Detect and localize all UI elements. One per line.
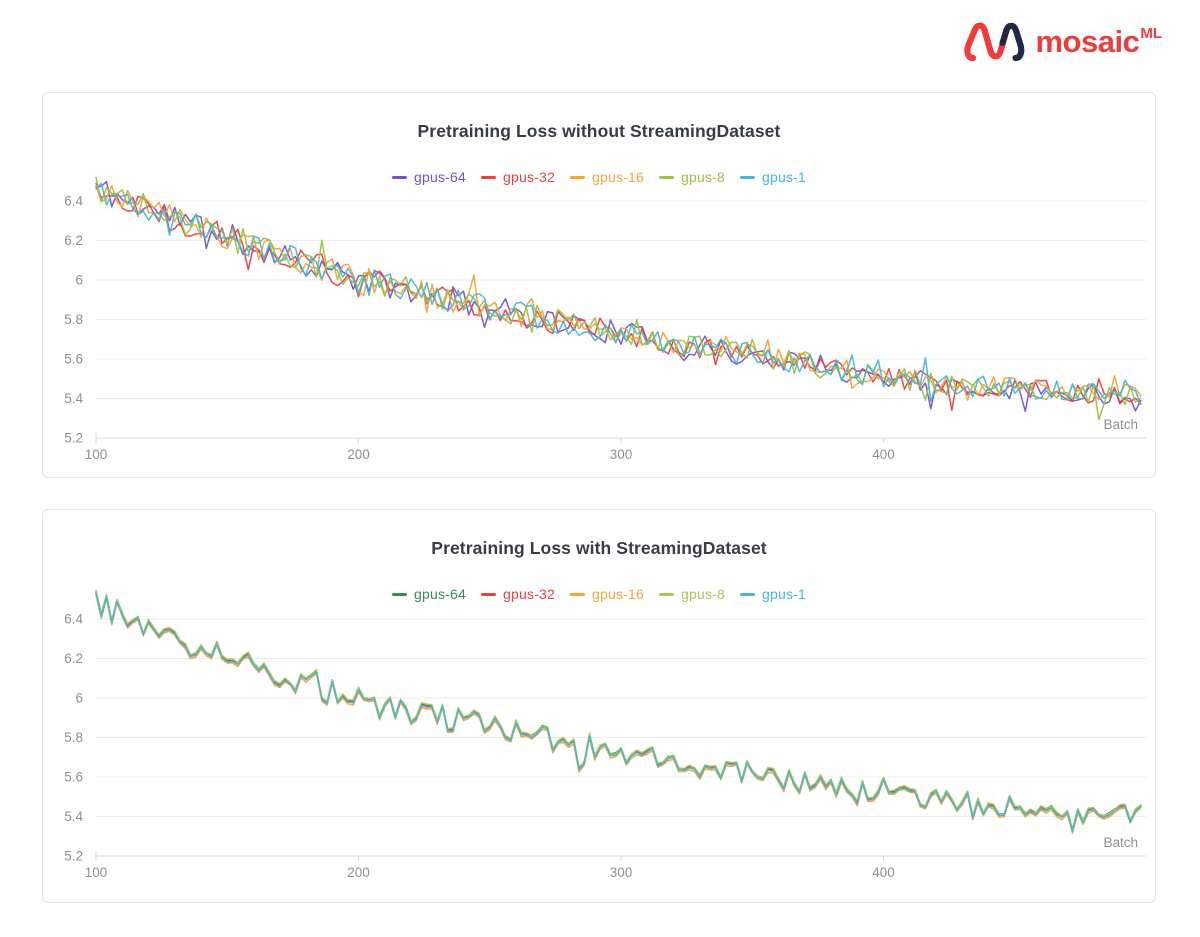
- loss-line-gpus-1: [95, 182, 1142, 406]
- loss-line-gpus-16: [95, 594, 1142, 834]
- loss-line-gpus-8: [95, 176, 1142, 421]
- chart-panel-with-streaming: 5.2 5.4 5.6 5.8 6 6.2 6.4 100 200 300 400 Batch Pre…: [42, 509, 1156, 903]
- mosaicml-logo-mark: [964, 22, 1025, 62]
- legend-item-gpus-1: gpus-1: [740, 586, 806, 602]
- legend-dash-icon: [569, 175, 585, 179]
- mosaicml-logo-superscript: ML: [1140, 24, 1162, 42]
- legend-dash-icon: [480, 175, 496, 179]
- legend-item-gpus-8: gpus-8: [658, 169, 725, 185]
- legend-dash-icon: [740, 175, 755, 179]
- x-axis-label: Batch: [1103, 417, 1138, 432]
- loss-line-gpus-32: [95, 182, 1142, 411]
- mosaicml-logo-text: mosaicML: [1035, 23, 1162, 59]
- legend-item-gpus-32: gpus-32: [480, 586, 555, 602]
- loss-line-gpus-8: [95, 589, 1142, 831]
- legend-dash-icon: [391, 175, 407, 179]
- legend-item-gpus-64: gpus-64: [391, 586, 466, 602]
- x-tick-label: 200: [347, 447, 370, 462]
- y-tick-label: 6: [75, 273, 83, 288]
- legend-label: gpus-8: [680, 586, 725, 602]
- legend-dash-icon: [740, 592, 755, 596]
- loss-plot-without-streaming: 5.2 5.4 5.6 5.8 6 6.2 6.4 100 200 300 400 Batch: [64, 176, 1146, 462]
- legend-dash-icon: [569, 592, 585, 596]
- legend-item-gpus-16: gpus-16: [569, 586, 644, 602]
- loss-plot-with-streaming: 5.2 5.4 5.6 5.8 6 6.2 6.4 100 200 300 400 Batch: [64, 589, 1146, 880]
- legend-label: gpus-64: [413, 586, 466, 602]
- y-tick-label: 5.2: [64, 849, 83, 864]
- chart-title: Pretraining Loss with StreamingDataset: [431, 538, 767, 558]
- y-tick-label: 6.4: [64, 194, 83, 209]
- y-tick-label: 6: [75, 691, 83, 706]
- chart-legend: gpus-64 gpus-32 gpus-16 gpus-8 gpus-1: [43, 169, 1155, 185]
- loss-line-gpus-64: [95, 591, 1142, 831]
- mosaicml-logo: mosaicML: [963, 18, 1162, 64]
- x-tick-label: 300: [610, 865, 633, 880]
- y-tick-label: 6.4: [64, 612, 83, 627]
- legend-label: gpus-1: [762, 169, 807, 185]
- legend-dash-icon: [658, 592, 674, 596]
- legend-item-gpus-16: gpus-16: [569, 169, 644, 185]
- chart-legend: gpus-64 gpus-32 gpus-16 gpus-8 gpus-1: [43, 586, 1155, 602]
- legend-label: gpus-8: [680, 169, 725, 185]
- legend-item-gpus-32: gpus-32: [480, 169, 555, 185]
- legend-label: gpus-1: [762, 586, 807, 602]
- legend-label: gpus-32: [502, 169, 555, 185]
- legend-label: gpus-16: [591, 586, 644, 602]
- y-tick-label: 5.4: [64, 391, 83, 406]
- legend-item-gpus-8: gpus-8: [658, 586, 725, 602]
- legend-label: gpus-16: [591, 169, 644, 185]
- legend-label: gpus-64: [413, 169, 466, 185]
- x-tick-label: 100: [85, 447, 108, 462]
- legend-dash-icon: [658, 175, 674, 179]
- loss-line-gpus-32: [95, 591, 1142, 832]
- chart-panel-without-streaming: 5.2 5.4 5.6 5.8 6 6.2 6.4 100 200 300 400 Batch Pre…: [42, 92, 1156, 478]
- y-tick-label: 5.4: [64, 809, 83, 824]
- x-axis-label: Batch: [1103, 835, 1138, 850]
- loss-line-gpus-1: [95, 592, 1142, 833]
- x-tick-label: 400: [872, 865, 895, 880]
- legend-dash-icon: [391, 592, 407, 596]
- legend-item-gpus-64: gpus-64: [391, 169, 466, 185]
- x-tick-label: 300: [610, 447, 633, 462]
- loss-line-gpus-16: [95, 184, 1142, 401]
- y-tick-label: 5.8: [64, 312, 83, 327]
- legend-label: gpus-32: [502, 586, 555, 602]
- y-tick-label: 5.8: [64, 730, 83, 745]
- y-tick-label: 5.2: [64, 431, 83, 446]
- chart-title: Pretraining Loss without StreamingDatase…: [417, 121, 781, 141]
- y-tick-label: 5.6: [64, 770, 83, 785]
- x-tick-label: 200: [347, 865, 370, 880]
- x-tick-label: 400: [872, 447, 895, 462]
- y-tick-label: 5.6: [64, 352, 83, 367]
- x-tick-label: 100: [85, 865, 108, 880]
- y-tick-label: 6.2: [64, 651, 83, 666]
- legend-dash-icon: [480, 592, 496, 596]
- y-tick-label: 6.2: [64, 233, 83, 248]
- legend-item-gpus-1: gpus-1: [740, 169, 806, 185]
